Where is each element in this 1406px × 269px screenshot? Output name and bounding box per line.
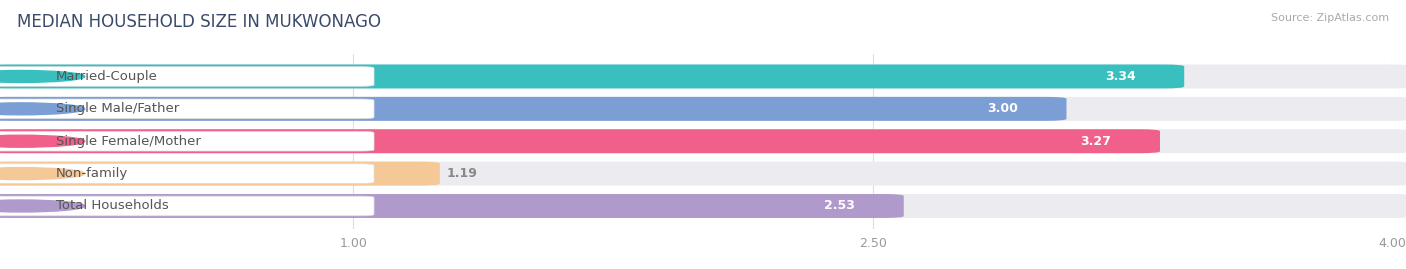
FancyBboxPatch shape (0, 162, 1406, 186)
Circle shape (0, 70, 84, 82)
FancyBboxPatch shape (0, 65, 1406, 89)
FancyBboxPatch shape (0, 65, 1184, 89)
FancyBboxPatch shape (0, 67, 374, 86)
Text: 2.53: 2.53 (824, 200, 855, 213)
FancyBboxPatch shape (0, 194, 1406, 218)
Text: 3.00: 3.00 (987, 102, 1018, 115)
FancyBboxPatch shape (0, 194, 904, 218)
Circle shape (0, 200, 84, 212)
Text: 1.19: 1.19 (447, 167, 478, 180)
FancyBboxPatch shape (0, 97, 1406, 121)
FancyBboxPatch shape (0, 164, 374, 183)
Text: Source: ZipAtlas.com: Source: ZipAtlas.com (1271, 13, 1389, 23)
FancyBboxPatch shape (0, 99, 374, 119)
FancyBboxPatch shape (0, 97, 1067, 121)
Text: 3.27: 3.27 (1081, 135, 1112, 148)
Text: Married-Couple: Married-Couple (55, 70, 157, 83)
FancyBboxPatch shape (0, 131, 374, 151)
FancyBboxPatch shape (0, 196, 374, 216)
Text: MEDIAN HOUSEHOLD SIZE IN MUKWONAGO: MEDIAN HOUSEHOLD SIZE IN MUKWONAGO (17, 13, 381, 31)
FancyBboxPatch shape (0, 162, 440, 186)
Text: Single Male/Father: Single Male/Father (55, 102, 179, 115)
Circle shape (0, 168, 84, 180)
Circle shape (0, 135, 84, 147)
Text: Total Households: Total Households (55, 200, 169, 213)
FancyBboxPatch shape (0, 129, 1406, 153)
FancyBboxPatch shape (0, 129, 1160, 153)
Text: 3.34: 3.34 (1105, 70, 1136, 83)
Circle shape (0, 103, 84, 115)
Text: Non-family: Non-family (55, 167, 128, 180)
Text: Single Female/Mother: Single Female/Mother (55, 135, 201, 148)
